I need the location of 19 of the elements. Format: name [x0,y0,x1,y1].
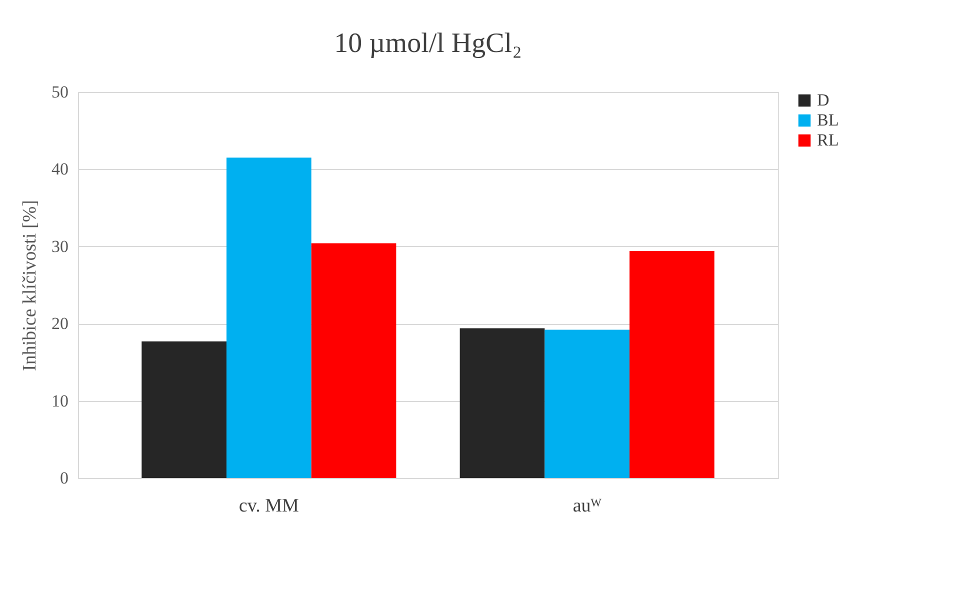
bar [460,328,545,478]
y-tick-label: 0 [60,468,68,488]
x-tick-label: cv. MM [238,496,299,516]
bar [142,341,226,478]
bar [544,330,630,478]
bar [226,158,312,478]
legend-label: D [817,90,830,110]
chart-title: 10 µmol/l HgCl₂ [334,28,522,59]
bar [630,251,714,478]
y-tick-label: 30 [52,236,68,256]
y-tick-label: 40 [52,160,68,179]
legend-label: BL [817,110,839,130]
bar [311,243,396,478]
legend-label: RL [817,130,839,150]
x-tick-label: auᵂ [572,496,602,516]
y-tick-label: 50 [52,82,68,102]
y-tick-label: 10 [52,391,68,410]
y-tick-label: 20 [52,314,68,334]
y-axis-title: Inhibice klíčivosti [%] [20,200,40,371]
